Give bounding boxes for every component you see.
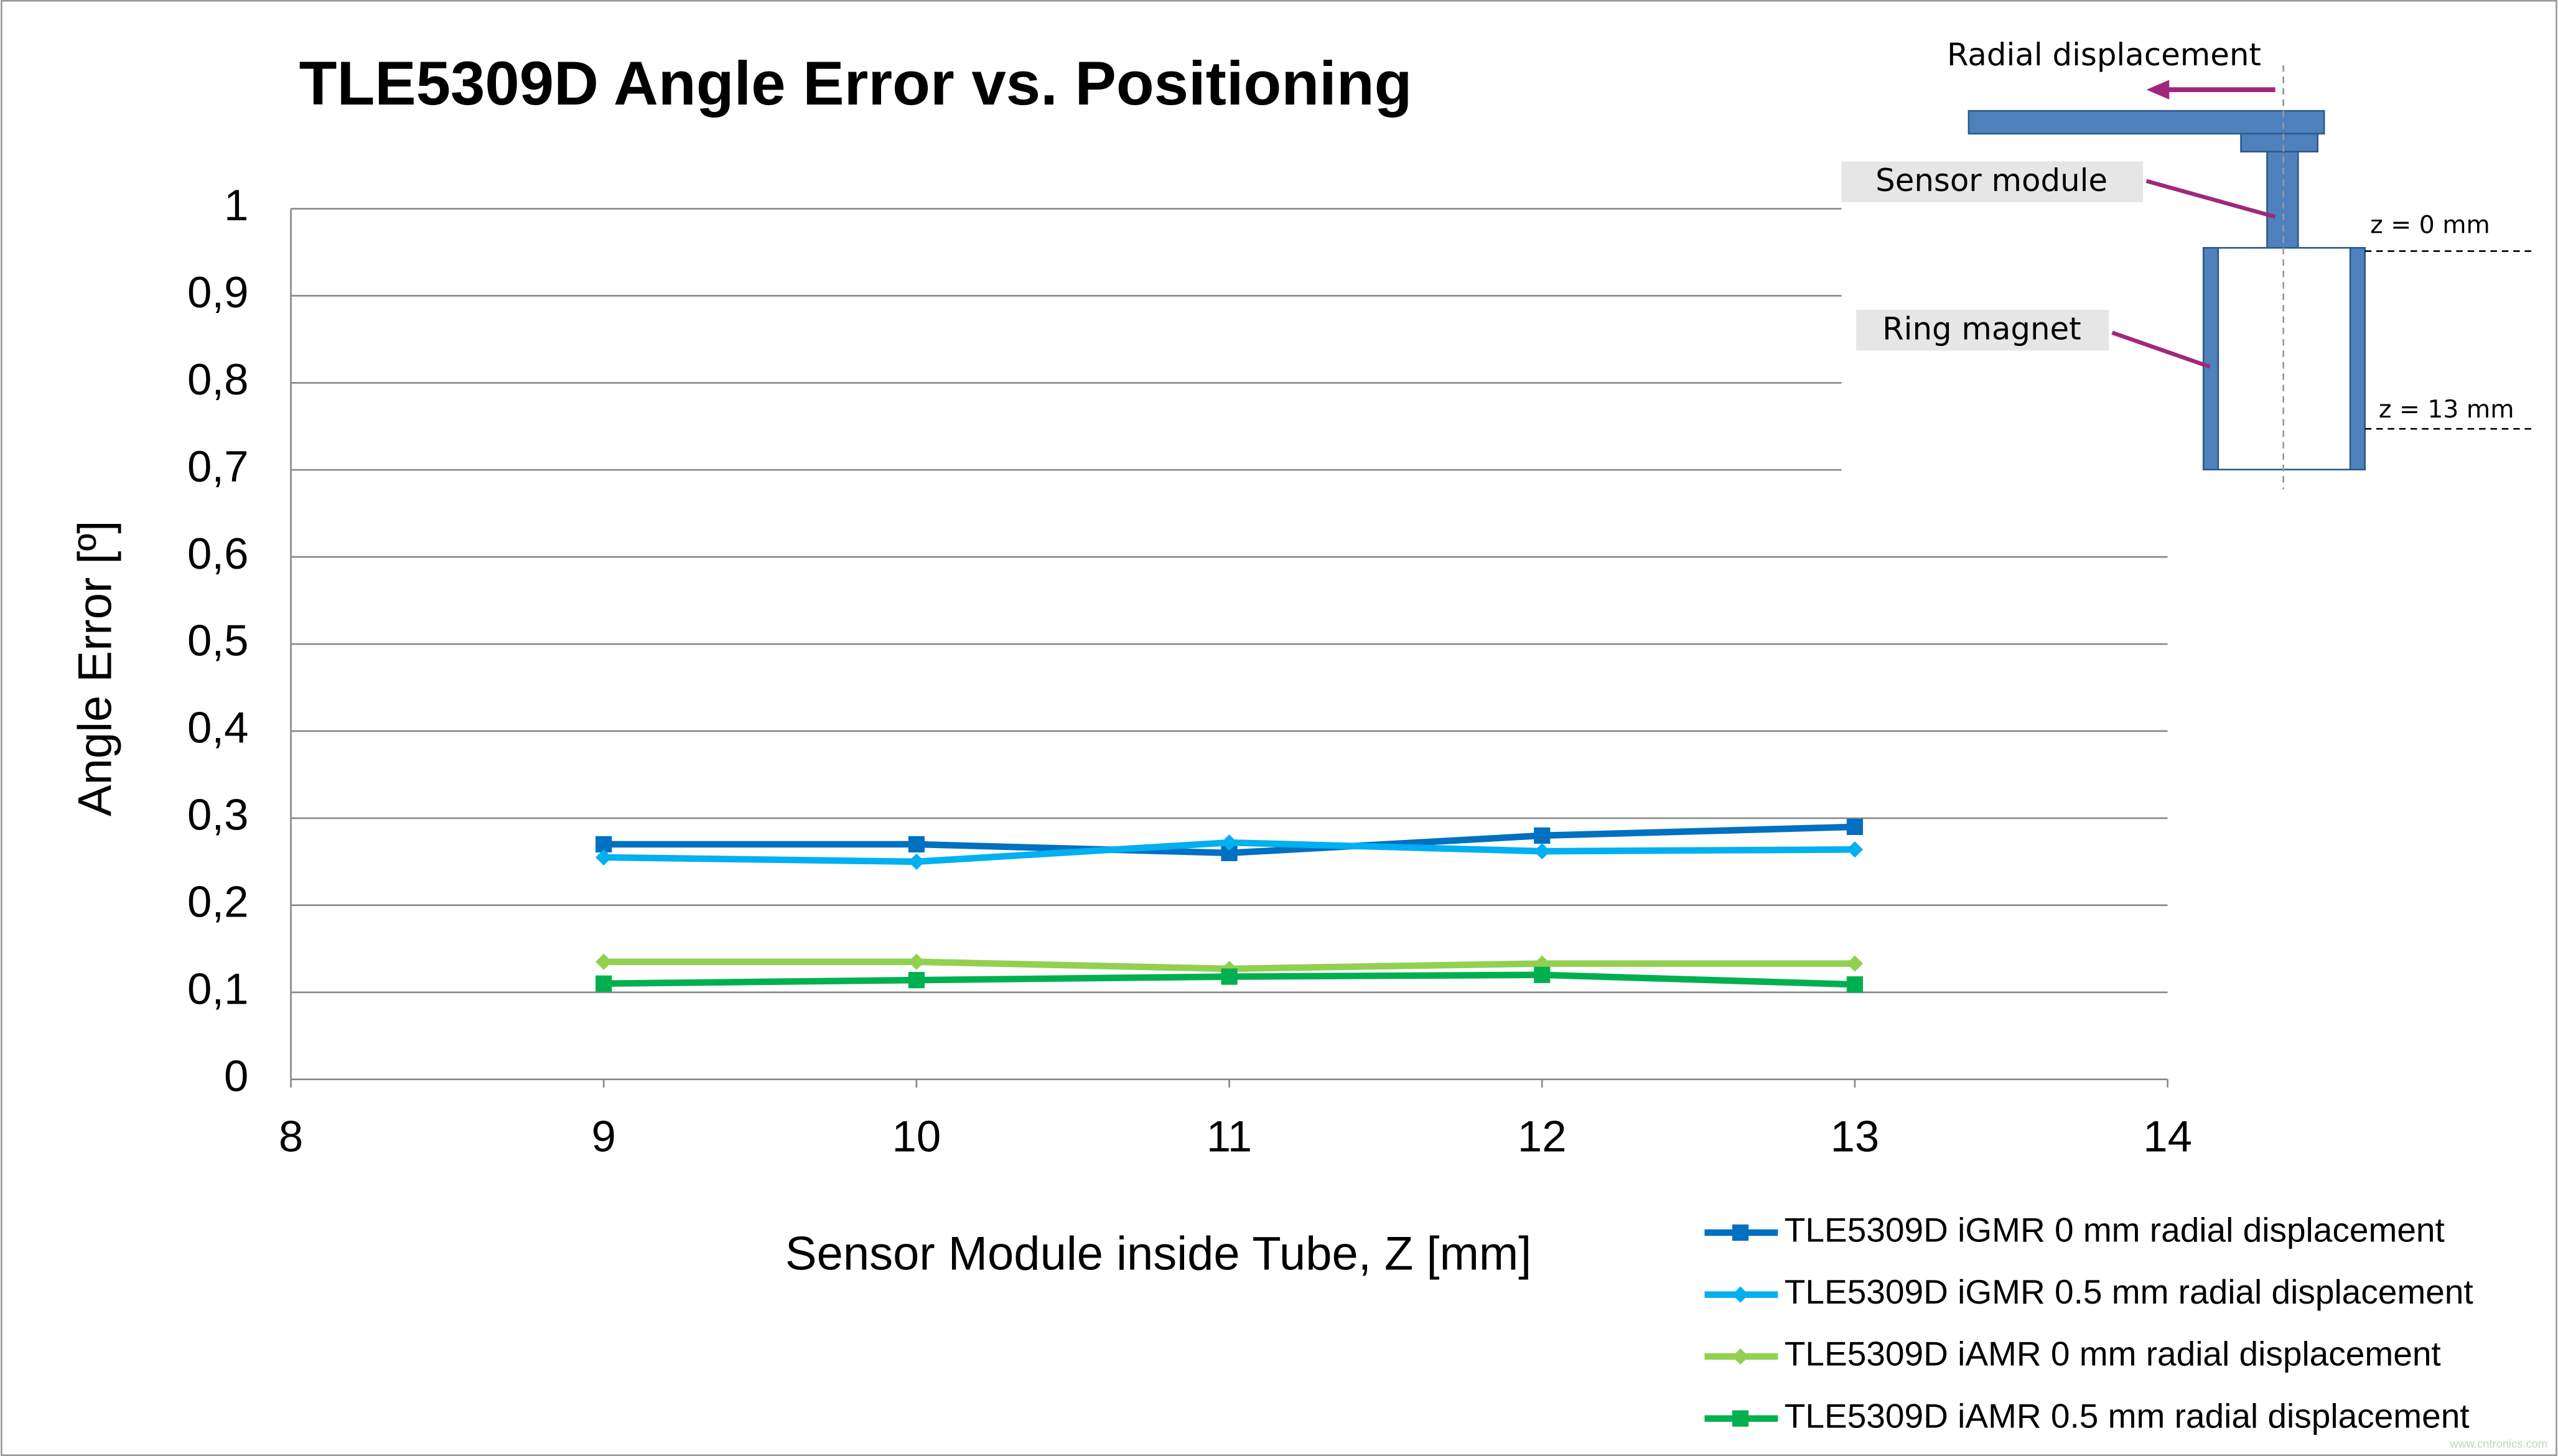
y-tick-label: 0,5 [187,616,248,665]
legend-label: TLE5309D iAMR 0.5 mm radial displacement [1785,1396,2470,1435]
legend-label: TLE5309D iAMR 0 mm radial displacement [1785,1335,2441,1373]
watermark: www.cntronics.com [2449,1437,2547,1450]
x-tick-label: 8 [279,1111,303,1160]
pointer [2111,330,2211,369]
y-tick-label: 0,6 [187,529,248,578]
marker [1846,976,1864,993]
marker [1534,842,1551,860]
x-axis-label: Sensor Module inside Tube, Z [mm] [785,1227,1531,1280]
setup-diagram: Radial displacement Sensor module Ring m… [1841,37,2531,490]
plot-area: 0 0,1 0,2 0,3 0,4 0,5 0,6 0,7 0,8 0,9 1 8 9 10 11 12 13 1… [187,180,2192,1160]
z13-label: z = 13 mm [2379,396,2514,424]
y-tick-label: 0 [224,1051,248,1100]
holder [1968,110,2325,135]
marker [908,972,925,989]
marker [595,953,612,970]
marker [908,836,925,852]
marker [1534,966,1551,983]
label-box [1841,161,2144,202]
y-tick-label: 0,8 [187,355,248,404]
x-tick-label: 11 [1207,1111,1252,1160]
sensor-stem [2266,151,2299,249]
magnet-wall [2202,246,2220,470]
magnet-wall [2349,246,2366,470]
marker [1846,955,1864,972]
radial-label: Radial displacement [1947,37,2261,73]
y-tick-label: 1 [224,180,248,230]
sensor-label: Sensor module [1875,162,2108,198]
chart-title: TLE5309D Angle Error vs. Positioning [299,49,1412,118]
marker [1732,1224,1749,1241]
y-tick-label: 0,9 [187,268,248,317]
x-tick-label: 13 [1831,1111,1880,1160]
legend: TLE5309D iGMR 0 mm radial displacement TL… [1704,1211,2473,1435]
marker [1732,1286,1749,1303]
y-tick-label: 0,7 [187,442,248,491]
x-tick-label: 9 [592,1111,616,1160]
pointer [2145,179,2276,219]
x-tick-label: 10 [892,1111,941,1160]
x-tick-label: 12 [1518,1111,1567,1160]
x-tick-label: 14 [2143,1111,2192,1160]
y-axis-label: Angle Error [º] [68,521,121,816]
marker [1732,1410,1749,1427]
magnet-label: Ring magnet [1882,310,2081,347]
mount [2240,133,2318,153]
legend-label: TLE5309D iGMR 0.5 mm radial displacement [1785,1272,2473,1311]
label-box [1856,309,2109,351]
marker [1221,968,1238,985]
marker [1732,1348,1749,1365]
marker [1846,818,1864,836]
marker [595,849,612,866]
y-tick-label: 0,1 [187,964,248,1013]
marker [595,975,612,992]
y-tick-label: 0,2 [187,877,248,926]
marker [1534,827,1551,844]
z0-label: z = 0 mm [2370,212,2490,240]
legend-label: TLE5309D iGMR 0 mm radial displacement [1785,1211,2445,1249]
y-tick-label: 0,4 [187,703,248,752]
y-tick-label: 0,3 [187,790,248,839]
arrow-head [2146,80,2170,100]
